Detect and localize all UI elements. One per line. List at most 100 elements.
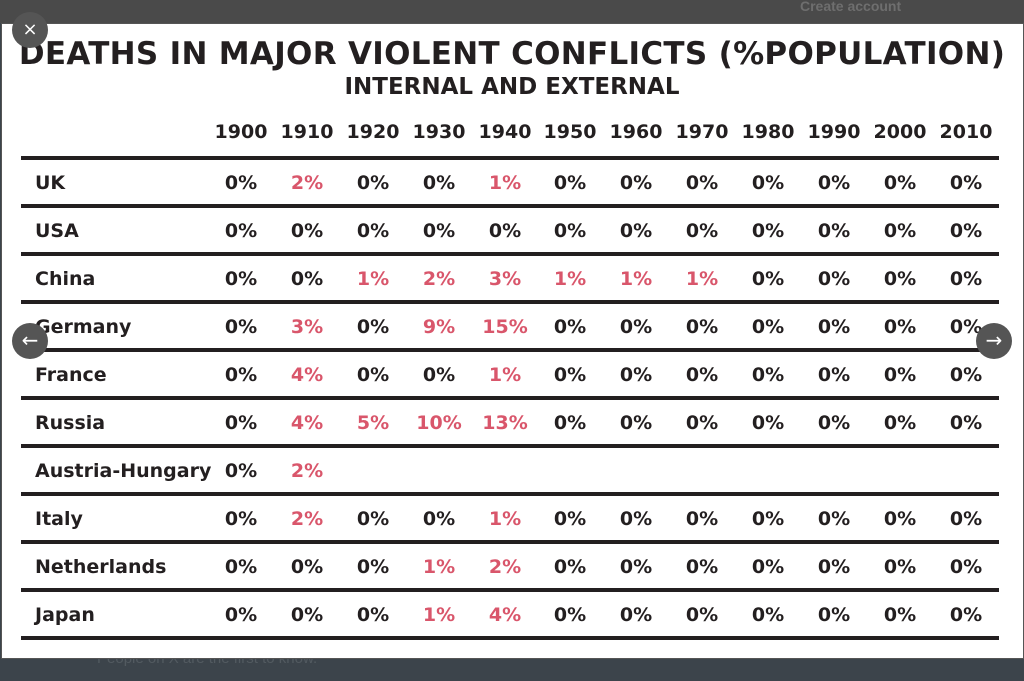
value-cell: 0% [817, 220, 851, 242]
row-divider [21, 444, 999, 448]
year-header: 1990 [807, 121, 861, 143]
image-viewer: DEATHS IN MAJOR VIOLENT CONFLICTS (%POPU… [1, 23, 1024, 659]
country-label: China [35, 268, 96, 290]
value-cell: 0% [949, 412, 983, 434]
value-cell: 1% [619, 268, 653, 290]
value-cell: 1% [488, 172, 522, 194]
value-cell: 0% [224, 364, 258, 386]
value-cell: 0% [949, 364, 983, 386]
table-subtitle: INTERNAL AND EXTERNAL [344, 74, 680, 100]
value-cell: 0% [751, 268, 785, 290]
value-cell: 0% [949, 556, 983, 578]
value-cell: 1% [488, 508, 522, 530]
row-divider [21, 396, 999, 400]
create-account-link[interactable]: Create account [800, 0, 902, 14]
value-cell: 0% [817, 316, 851, 338]
value-cell: 0% [883, 412, 917, 434]
value-cell: 4% [290, 364, 324, 386]
year-header: 1940 [478, 121, 532, 143]
country-label: Japan [35, 604, 95, 626]
year-header: 1920 [346, 121, 400, 143]
value-cell: 0% [685, 556, 719, 578]
value-cell: 0% [224, 220, 258, 242]
row-divider [21, 636, 999, 640]
row-divider [21, 156, 999, 160]
table-row: Netherlands 0% 0% 0% 1% 2% 0% 0% 0% 0% 0% 0% 0% [2, 544, 1022, 588]
value-cell: 0% [356, 508, 390, 530]
value-cell: 0% [356, 220, 390, 242]
value-cell: 0% [883, 268, 917, 290]
country-label: Netherlands [35, 556, 167, 578]
value-cell: 0% [685, 220, 719, 242]
value-cell: 2% [290, 172, 324, 194]
value-cell: 0% [356, 556, 390, 578]
value-cell: 0% [949, 316, 983, 338]
value-cell: 0% [949, 220, 983, 242]
year-header: 1900 [214, 121, 268, 143]
value-cell: 1% [422, 556, 456, 578]
value-cell: 0% [619, 412, 653, 434]
year-header: 1950 [543, 121, 597, 143]
value-cell: 0% [224, 508, 258, 530]
value-cell: 0% [553, 412, 587, 434]
value-cell: 0% [553, 172, 587, 194]
value-cell: 0% [356, 172, 390, 194]
table-row: Germany 0% 3% 0% 9% 15% 0% 0% 0% 0% 0% 0% 0% [2, 304, 1022, 348]
row-divider [21, 300, 999, 304]
value-cell: 0% [356, 316, 390, 338]
value-cell: 0% [290, 604, 324, 626]
value-cell: 0% [619, 604, 653, 626]
value-cell: 0% [224, 316, 258, 338]
value-cell: 0% [290, 268, 324, 290]
value-cell: 1% [553, 268, 587, 290]
year-header: 1970 [675, 121, 729, 143]
value-cell: 0% [883, 604, 917, 626]
close-icon[interactable]: × [12, 12, 48, 48]
value-cell: 0% [224, 268, 258, 290]
arrow-left-icon[interactable]: ← [12, 323, 48, 359]
value-cell: 0% [422, 364, 456, 386]
value-cell: 0% [685, 412, 719, 434]
value-cell: 0% [883, 220, 917, 242]
year-header: 1980 [741, 121, 795, 143]
value-cell: 0% [817, 604, 851, 626]
table-title: DEATHS IN MAJOR VIOLENT CONFLICTS (%POPU… [18, 36, 1006, 72]
value-cell: 0% [883, 316, 917, 338]
value-cell: 0% [290, 556, 324, 578]
value-cell: 0% [356, 364, 390, 386]
value-cell: 3% [290, 316, 324, 338]
value-cell: 0% [422, 508, 456, 530]
background-header: Create account [0, 0, 1024, 23]
value-cell: 0% [422, 220, 456, 242]
value-cell: 1% [422, 604, 456, 626]
value-cell: 0% [685, 364, 719, 386]
table-row: Japan 0% 0% 0% 1% 4% 0% 0% 0% 0% 0% 0% 0% [2, 592, 1022, 636]
value-cell: 0% [751, 364, 785, 386]
value-cell: 4% [488, 604, 522, 626]
value-cell: 2% [290, 460, 324, 482]
table-row: Italy 0% 2% 0% 0% 1% 0% 0% 0% 0% 0% 0% 0% [2, 496, 1022, 540]
value-cell: 0% [619, 364, 653, 386]
value-cell: 0% [751, 604, 785, 626]
value-cell: 0% [553, 556, 587, 578]
arrow-right-icon[interactable]: → [976, 323, 1012, 359]
table-row: Russia 0% 4% 5% 10% 13% 0% 0% 0% 0% 0% 0% 0% [2, 400, 1022, 444]
value-cell: 0% [224, 412, 258, 434]
value-cell: 1% [356, 268, 390, 290]
value-cell: 0% [751, 556, 785, 578]
value-cell: 0% [553, 220, 587, 242]
value-cell: 0% [883, 172, 917, 194]
table-row: USA 0% 0% 0% 0% 0% 0% 0% 0% 0% 0% 0% 0% [2, 208, 1022, 252]
year-header: 1930 [412, 121, 466, 143]
row-divider [21, 252, 999, 256]
value-cell: 0% [949, 604, 983, 626]
value-cell: 15% [482, 316, 528, 338]
country-label: UK [35, 172, 66, 194]
value-cell: 0% [685, 508, 719, 530]
value-cell: 2% [290, 508, 324, 530]
value-cell: 0% [817, 556, 851, 578]
value-cell: 0% [290, 220, 324, 242]
value-cell: 0% [817, 172, 851, 194]
country-label: USA [35, 220, 79, 242]
value-cell: 0% [553, 364, 587, 386]
